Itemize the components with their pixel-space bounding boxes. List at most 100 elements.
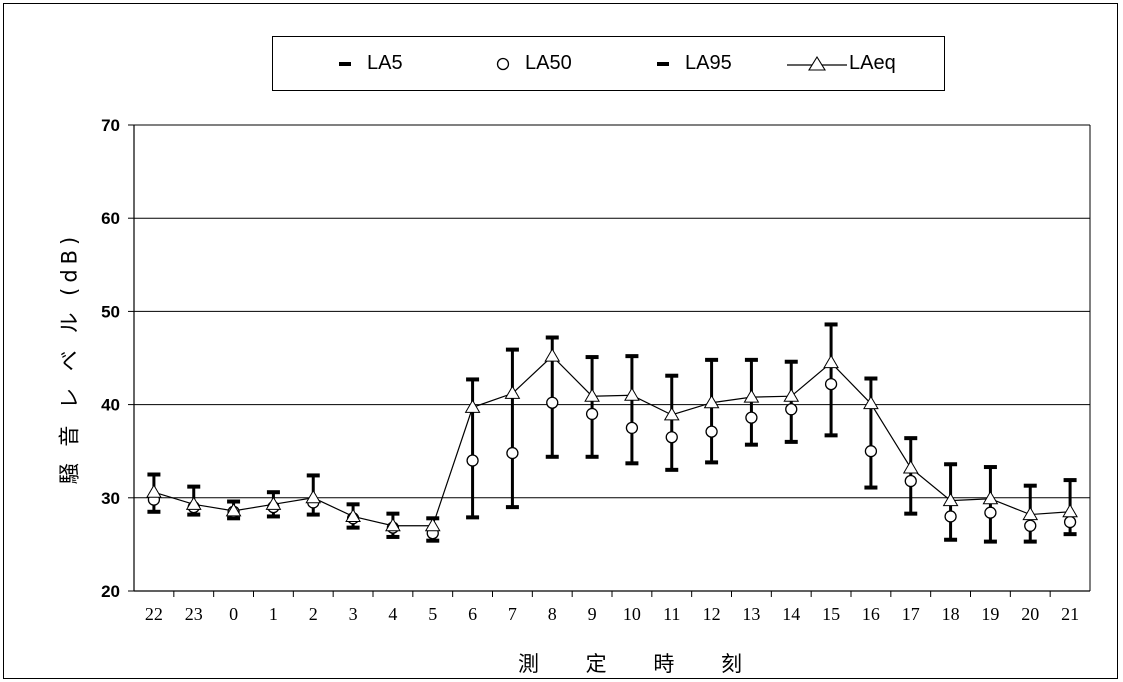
la50-point [1024, 519, 1037, 532]
la50-point [1063, 515, 1077, 529]
laeq-point [783, 388, 800, 402]
la95-marker [665, 467, 679, 472]
la5-marker [505, 347, 519, 352]
x-tick-label: 7 [508, 604, 517, 624]
la5-marker [824, 322, 838, 327]
la50-point [785, 403, 798, 416]
la95-marker [147, 509, 161, 514]
x-tick-label: 22 [145, 604, 163, 624]
legend-item-la95: LA95 [657, 37, 732, 90]
la95-marker [466, 515, 480, 520]
laeq-point [743, 389, 760, 403]
legend-item-la50: LA50 [495, 37, 572, 90]
la95-marker [983, 539, 997, 544]
la50-point [705, 425, 718, 438]
la5-marker [466, 377, 480, 382]
la5-marker [665, 373, 679, 378]
laeq-point [265, 496, 282, 510]
y-tick-label: 70 [101, 116, 120, 135]
laeq-point [863, 395, 879, 410]
la95-marker [864, 485, 878, 490]
la5-marker [784, 359, 798, 364]
laeq-point [464, 399, 481, 413]
laeq-point [504, 385, 521, 399]
la50-point [745, 411, 758, 424]
la5-marker [944, 462, 958, 467]
x-tick-label: 12 [703, 604, 721, 624]
la95-marker [824, 433, 838, 438]
la5-marker [625, 354, 639, 359]
la5-marker [147, 472, 161, 477]
x-tick-label: 16 [862, 604, 880, 624]
la95-marker [904, 511, 918, 516]
laeq-point [185, 496, 202, 510]
la5-marker [266, 490, 280, 495]
la95-marker [346, 525, 360, 530]
la95-marker [705, 460, 719, 465]
la95-marker [545, 454, 559, 459]
la5-marker [983, 465, 997, 470]
x-tick-label: 18 [942, 604, 960, 624]
la95-marker [386, 534, 400, 539]
la5-marker [187, 484, 201, 489]
x-tick-label: 13 [742, 604, 760, 624]
x-tick-label: 9 [588, 604, 597, 624]
laeq-point [1022, 506, 1039, 521]
la95-marker [1023, 539, 1037, 544]
x-tick-label: 2 [309, 604, 318, 624]
la50-point [625, 421, 639, 435]
laeq-line [153, 355, 1071, 527]
legend-label: LA95 [685, 52, 732, 74]
y-axis-title: 騒 音 レ ベ ル (dB) [56, 231, 81, 485]
x-tick-label: 5 [428, 604, 437, 624]
laeq-point [663, 406, 680, 421]
la95-marker [505, 505, 519, 510]
la50-point [466, 454, 479, 467]
legend-marker-line-triangle [787, 55, 847, 71]
legend-label: LAeq [849, 52, 896, 74]
legend-item-la5: LA5 [339, 37, 403, 90]
x-tick-label: 19 [981, 604, 999, 624]
laeq-point [225, 502, 242, 517]
laeq-point [424, 517, 441, 532]
x-tick-label: 8 [548, 604, 557, 624]
la5-marker [1063, 478, 1077, 483]
la95-marker [426, 538, 440, 543]
la5-marker [904, 436, 918, 441]
y-tick-label: 50 [101, 302, 120, 321]
laeq-point [544, 348, 561, 362]
la95-marker [187, 512, 201, 517]
legend-marker-dash [339, 61, 351, 66]
la95-marker [744, 442, 758, 447]
y-tick-label: 60 [101, 209, 120, 228]
laeq-point [146, 484, 162, 498]
legend-label: LA50 [525, 52, 572, 74]
x-tick-label: 3 [349, 604, 358, 624]
laeq-point [1062, 503, 1078, 518]
la95-marker [306, 512, 320, 517]
la95-marker [266, 514, 280, 519]
legend-marker-circle [496, 57, 510, 70]
x-tick-label: 15 [822, 604, 840, 624]
la50-point [665, 431, 678, 444]
laeq-point [902, 459, 919, 474]
la5-marker [306, 473, 320, 478]
laeq-point [982, 490, 999, 505]
la50-point [546, 396, 559, 409]
la50-point [904, 474, 917, 488]
x-tick-label: 1 [269, 604, 278, 624]
y-tick-label: 20 [101, 582, 120, 601]
la95-marker [585, 454, 599, 459]
la5-marker [227, 499, 241, 504]
x-tick-label: 10 [623, 604, 641, 624]
la50-point [864, 445, 878, 458]
x-axis-title: 測 定 時 刻 [517, 652, 763, 676]
y-tick-label: 40 [101, 396, 120, 415]
laeq-point [942, 492, 959, 507]
la95-marker [227, 516, 241, 521]
x-tick-label: 6 [468, 604, 477, 624]
la5-marker [744, 357, 758, 362]
y-tick-label: 30 [101, 489, 120, 508]
la5-marker [1023, 483, 1037, 488]
la5-marker [705, 357, 719, 362]
